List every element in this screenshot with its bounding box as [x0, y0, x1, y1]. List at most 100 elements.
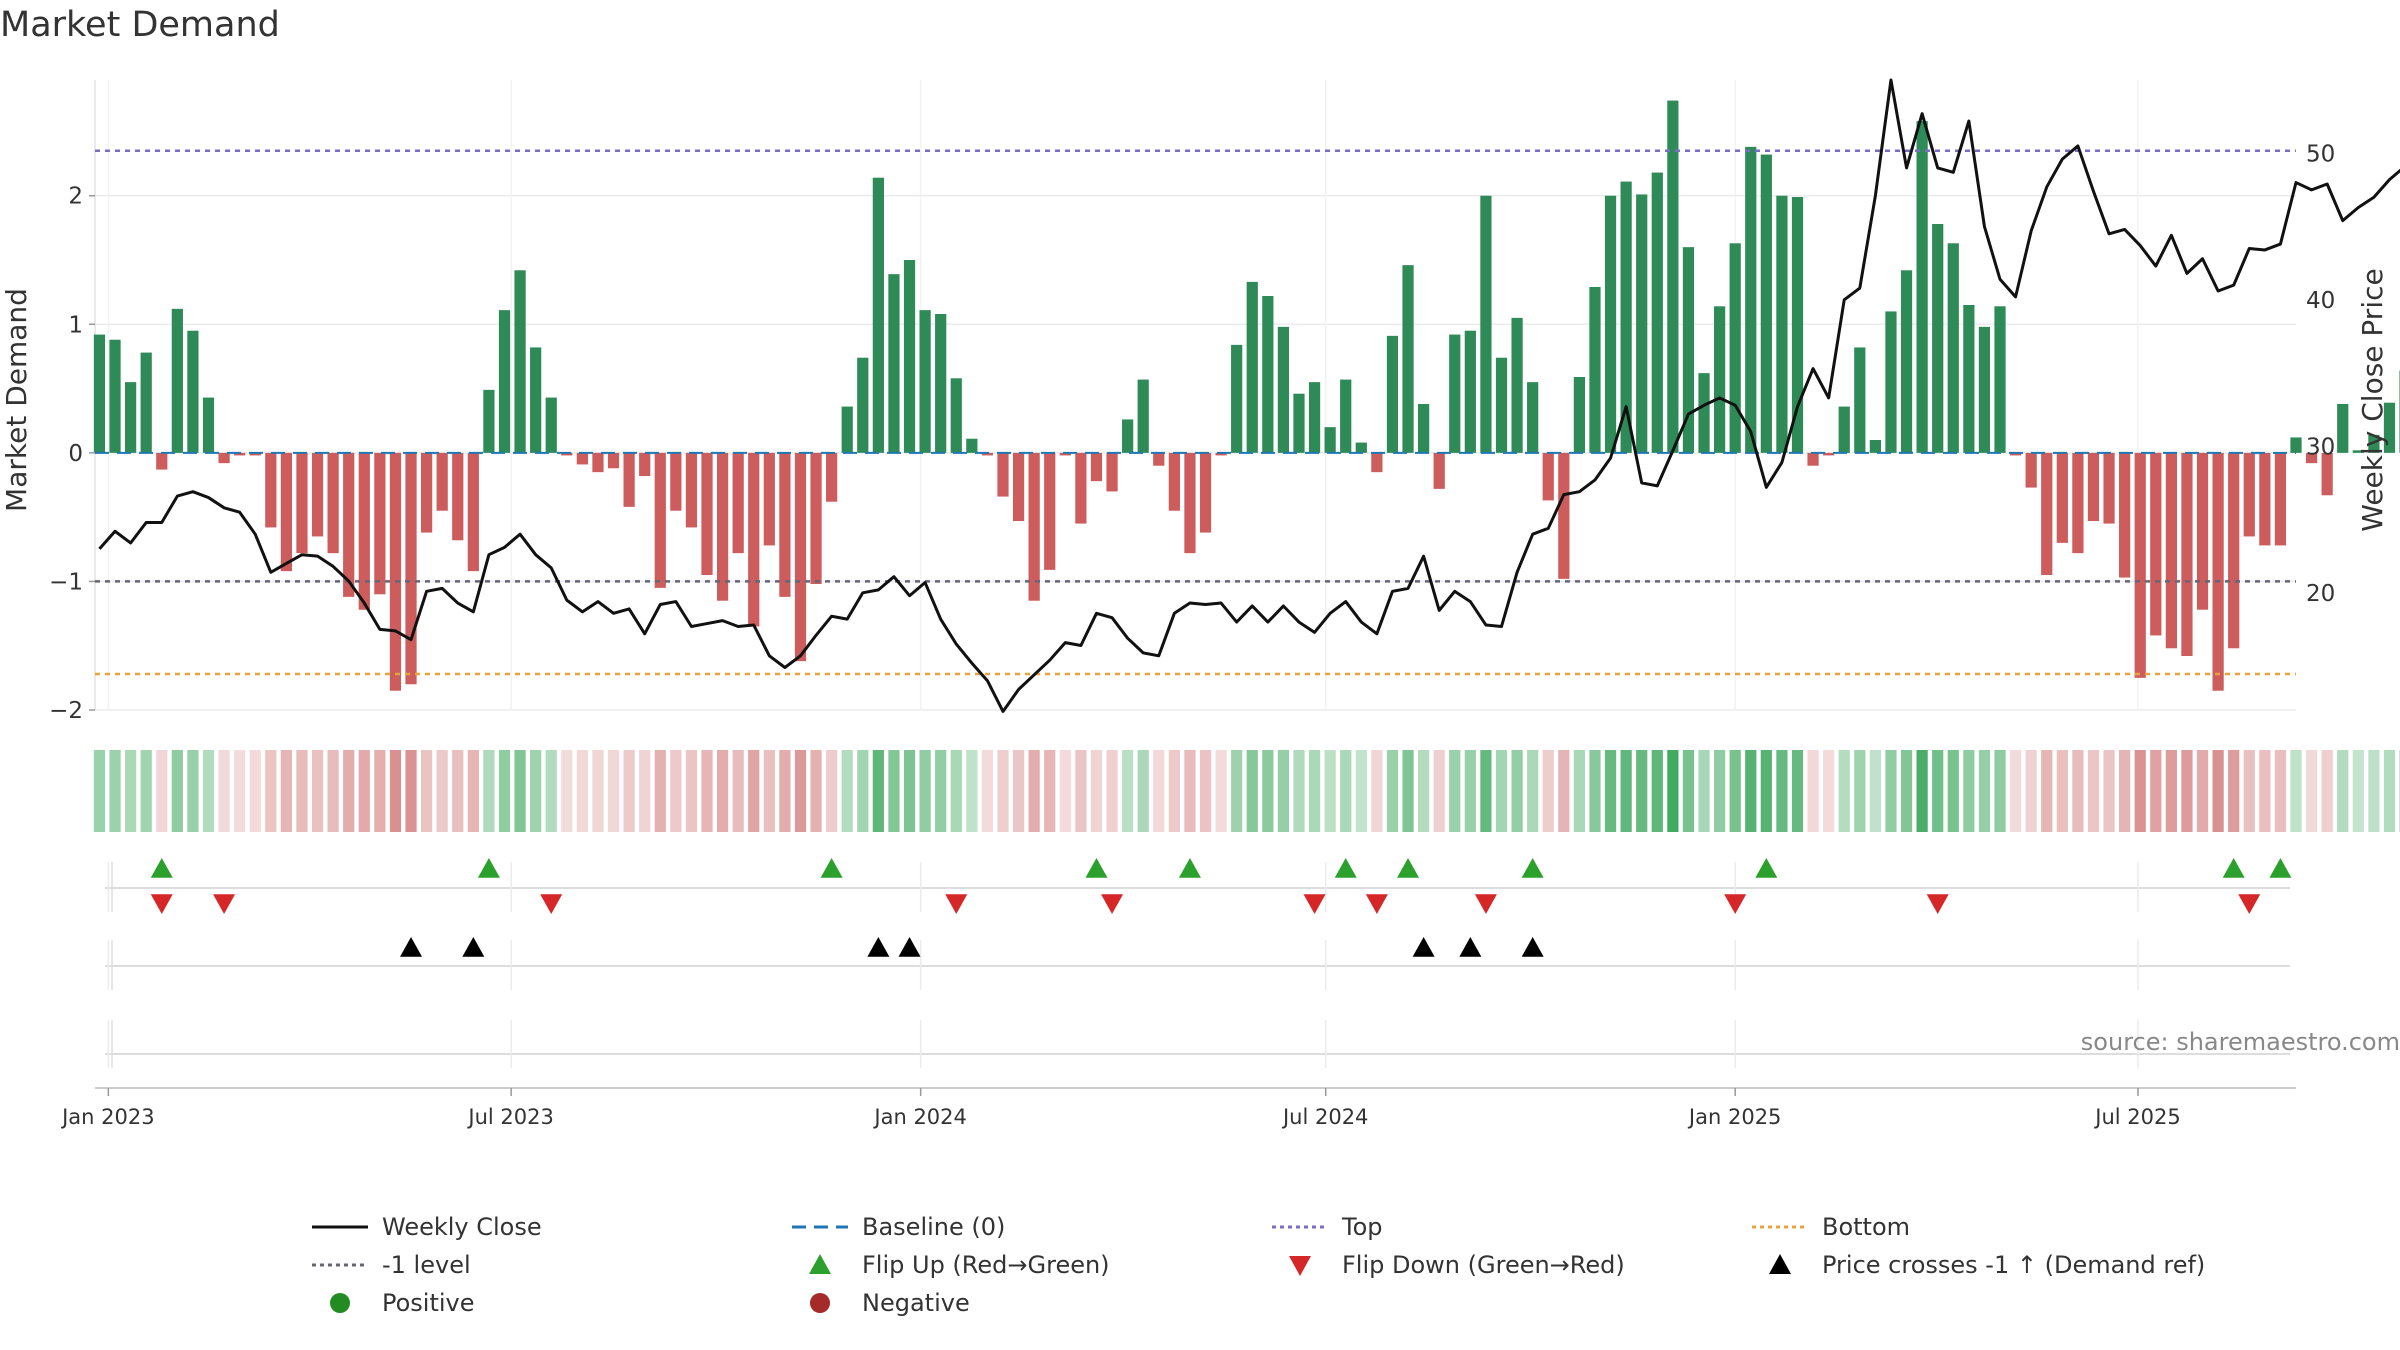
demand-bar [2212, 452, 2224, 691]
demand-bar [2103, 452, 2115, 524]
flip-up-marker [1521, 858, 1544, 878]
heat-cell [1277, 750, 1290, 832]
demand-bar [2383, 402, 2396, 453]
demand-bar [1916, 121, 1928, 453]
demand-bar [545, 397, 557, 453]
heat-cell [1978, 750, 1991, 832]
heat-cell [1667, 750, 1679, 832]
y2-tick-label: 40 [2306, 288, 2335, 314]
legend-label: Bottom [1822, 1213, 1911, 1241]
heat-cell [561, 750, 573, 832]
demand-bar [1293, 393, 1305, 453]
demand-bar [950, 378, 962, 453]
heat-cell [1433, 750, 1445, 832]
x-tick-label: Jul 2024 [1281, 1105, 1368, 1129]
heat-cell [1900, 750, 1913, 832]
demand-bar [249, 452, 261, 456]
heat-cell [420, 750, 433, 832]
heat-cell [670, 750, 682, 832]
x-tick-label: Jan 2025 [1687, 1105, 1782, 1129]
price-cross-marker [1521, 937, 1544, 957]
demand-bar [2196, 452, 2209, 610]
heat-cell [872, 750, 884, 832]
demand-bar [234, 452, 246, 456]
heat-cell [732, 750, 744, 832]
price-cross-marker [400, 937, 423, 957]
legend-label: Weekly Close [382, 1213, 542, 1241]
demand-bar [1199, 452, 1212, 533]
flip-down-marker [1303, 894, 1326, 914]
x-axis: Jan 2023 Jul 2023 Jan 2024 Jul 2024 Jan 2025… [60, 1087, 2296, 1129]
heat-cell [716, 750, 729, 832]
y-axis-left: −2 −1 0 1 2 [49, 184, 95, 724]
heat-cell [327, 750, 339, 832]
demand-bar [1978, 326, 1991, 453]
heat-cell [1636, 750, 1648, 832]
heat-cell [545, 750, 557, 832]
heat-cell [1137, 750, 1149, 832]
heat-cell [1527, 750, 1539, 832]
demand-bar [1153, 452, 1165, 466]
heat-cell [2072, 750, 2084, 832]
heat-cell [1449, 750, 1461, 832]
x-tick-label: Jan 2023 [60, 1105, 155, 1129]
flip-up-marker [2222, 858, 2245, 878]
flip-down-marker [1474, 894, 1497, 914]
demand-bar [265, 452, 277, 528]
triangle-up-icon [809, 1254, 831, 1274]
heat-cell [296, 750, 308, 832]
demand-bar [1682, 247, 1695, 453]
heat-cell [1418, 750, 1430, 832]
heat-cell [1044, 750, 1056, 832]
heat-cell [1745, 750, 1757, 832]
demand-bar [2352, 450, 2364, 453]
demand-bar [2119, 452, 2131, 578]
demand-bar [311, 452, 324, 537]
y-axis-left-label: Market Demand [0, 288, 33, 512]
heat-cell [592, 750, 604, 832]
legend-label: Positive [382, 1289, 475, 1317]
demand-bar [1464, 330, 1476, 453]
y-axis-right-label: Weekly Close Price [2356, 268, 2389, 531]
heat-cell [2087, 750, 2100, 832]
legend-label: Price crosses -1 ↑ (Demand ref) [1822, 1251, 2206, 1279]
heat-cell [530, 750, 542, 832]
heat-cell [389, 750, 402, 832]
heat-cell [1028, 750, 1040, 832]
heat-cell [841, 750, 853, 832]
demand-bar [966, 438, 978, 453]
heat-cell [1558, 750, 1570, 832]
demand-bar [623, 452, 635, 507]
demand-bar [2072, 452, 2084, 554]
demand-bar [1246, 281, 1258, 453]
gridlines [94, 80, 2296, 711]
demand-bar [1698, 373, 1710, 453]
legend-label: Flip Up (Red→Green) [862, 1251, 1110, 1279]
heat-cell [1698, 750, 1710, 832]
heat-cell [1682, 750, 1695, 832]
demand-bar [763, 452, 775, 546]
demand-bar [685, 452, 698, 528]
heat-cell [919, 750, 931, 832]
demand-bar [2056, 452, 2068, 543]
demand-bar [1433, 452, 1445, 489]
heat-cell [1464, 750, 1476, 832]
flip-up-marker [1085, 858, 1108, 878]
legend-baseline-icon [792, 1225, 848, 1229]
demand-bar [1012, 452, 1025, 521]
demand-bar [125, 382, 137, 453]
demand-bar [1823, 452, 1835, 456]
demand-bar [327, 452, 339, 554]
demand-bar [1028, 452, 1040, 601]
demand-bar [1713, 306, 1726, 453]
flip-up-marker [820, 858, 843, 878]
flip-up-marker [1397, 858, 1420, 878]
heat-cell [1215, 750, 1227, 832]
triangle-up-icon [1769, 1254, 1791, 1274]
heat-cell [685, 750, 698, 832]
y2-tick-label: 50 [2306, 141, 2335, 167]
demand-bar [576, 452, 588, 465]
demand-bar [794, 452, 807, 662]
x-tick-label: Jan 2024 [872, 1105, 967, 1129]
y2-tick-label: 30 [2306, 434, 2335, 460]
